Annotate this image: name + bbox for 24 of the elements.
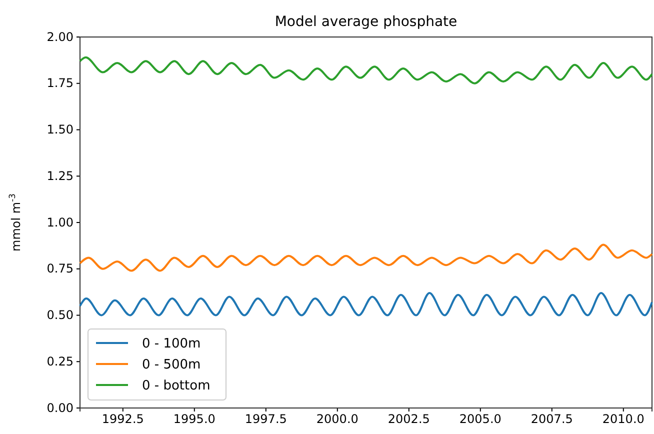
line-series (79, 56, 653, 84)
legend-label: 0 - bottom (142, 378, 210, 394)
legend-label: 0 - 100m (142, 336, 201, 352)
y-tick-label: 0.25 (46, 354, 74, 368)
y-tick-label: 1.75 (46, 76, 74, 90)
x-tick-label: 1992.5 (102, 412, 144, 426)
x-tick-label: 2010.0 (602, 412, 644, 426)
x-tick-label: 1997.5 (244, 412, 287, 426)
y-tick-label: 0.50 (46, 308, 74, 322)
line-series (79, 292, 653, 316)
y-tick-label: 1.25 (46, 168, 74, 183)
x-tick-label: 2002.5 (388, 412, 430, 426)
x-tick-label: 2005.0 (459, 412, 502, 426)
y-tick-label: 1.00 (46, 215, 74, 230)
y-tick-label: 0.00 (46, 400, 74, 415)
line-series (79, 244, 653, 272)
y-tick-label: 0.75 (46, 262, 74, 276)
x-tick-label: 2000.0 (316, 412, 358, 426)
y-tick-label: 2.00 (46, 30, 74, 44)
legend-label: 0 - 500m (142, 358, 201, 372)
chart-title: Model average phosphate (274, 14, 458, 30)
y-tick-label: 1.50 (46, 122, 74, 137)
x-tick-label: 1995.0 (173, 412, 216, 426)
x-tick-label: 2007.5 (530, 412, 573, 426)
